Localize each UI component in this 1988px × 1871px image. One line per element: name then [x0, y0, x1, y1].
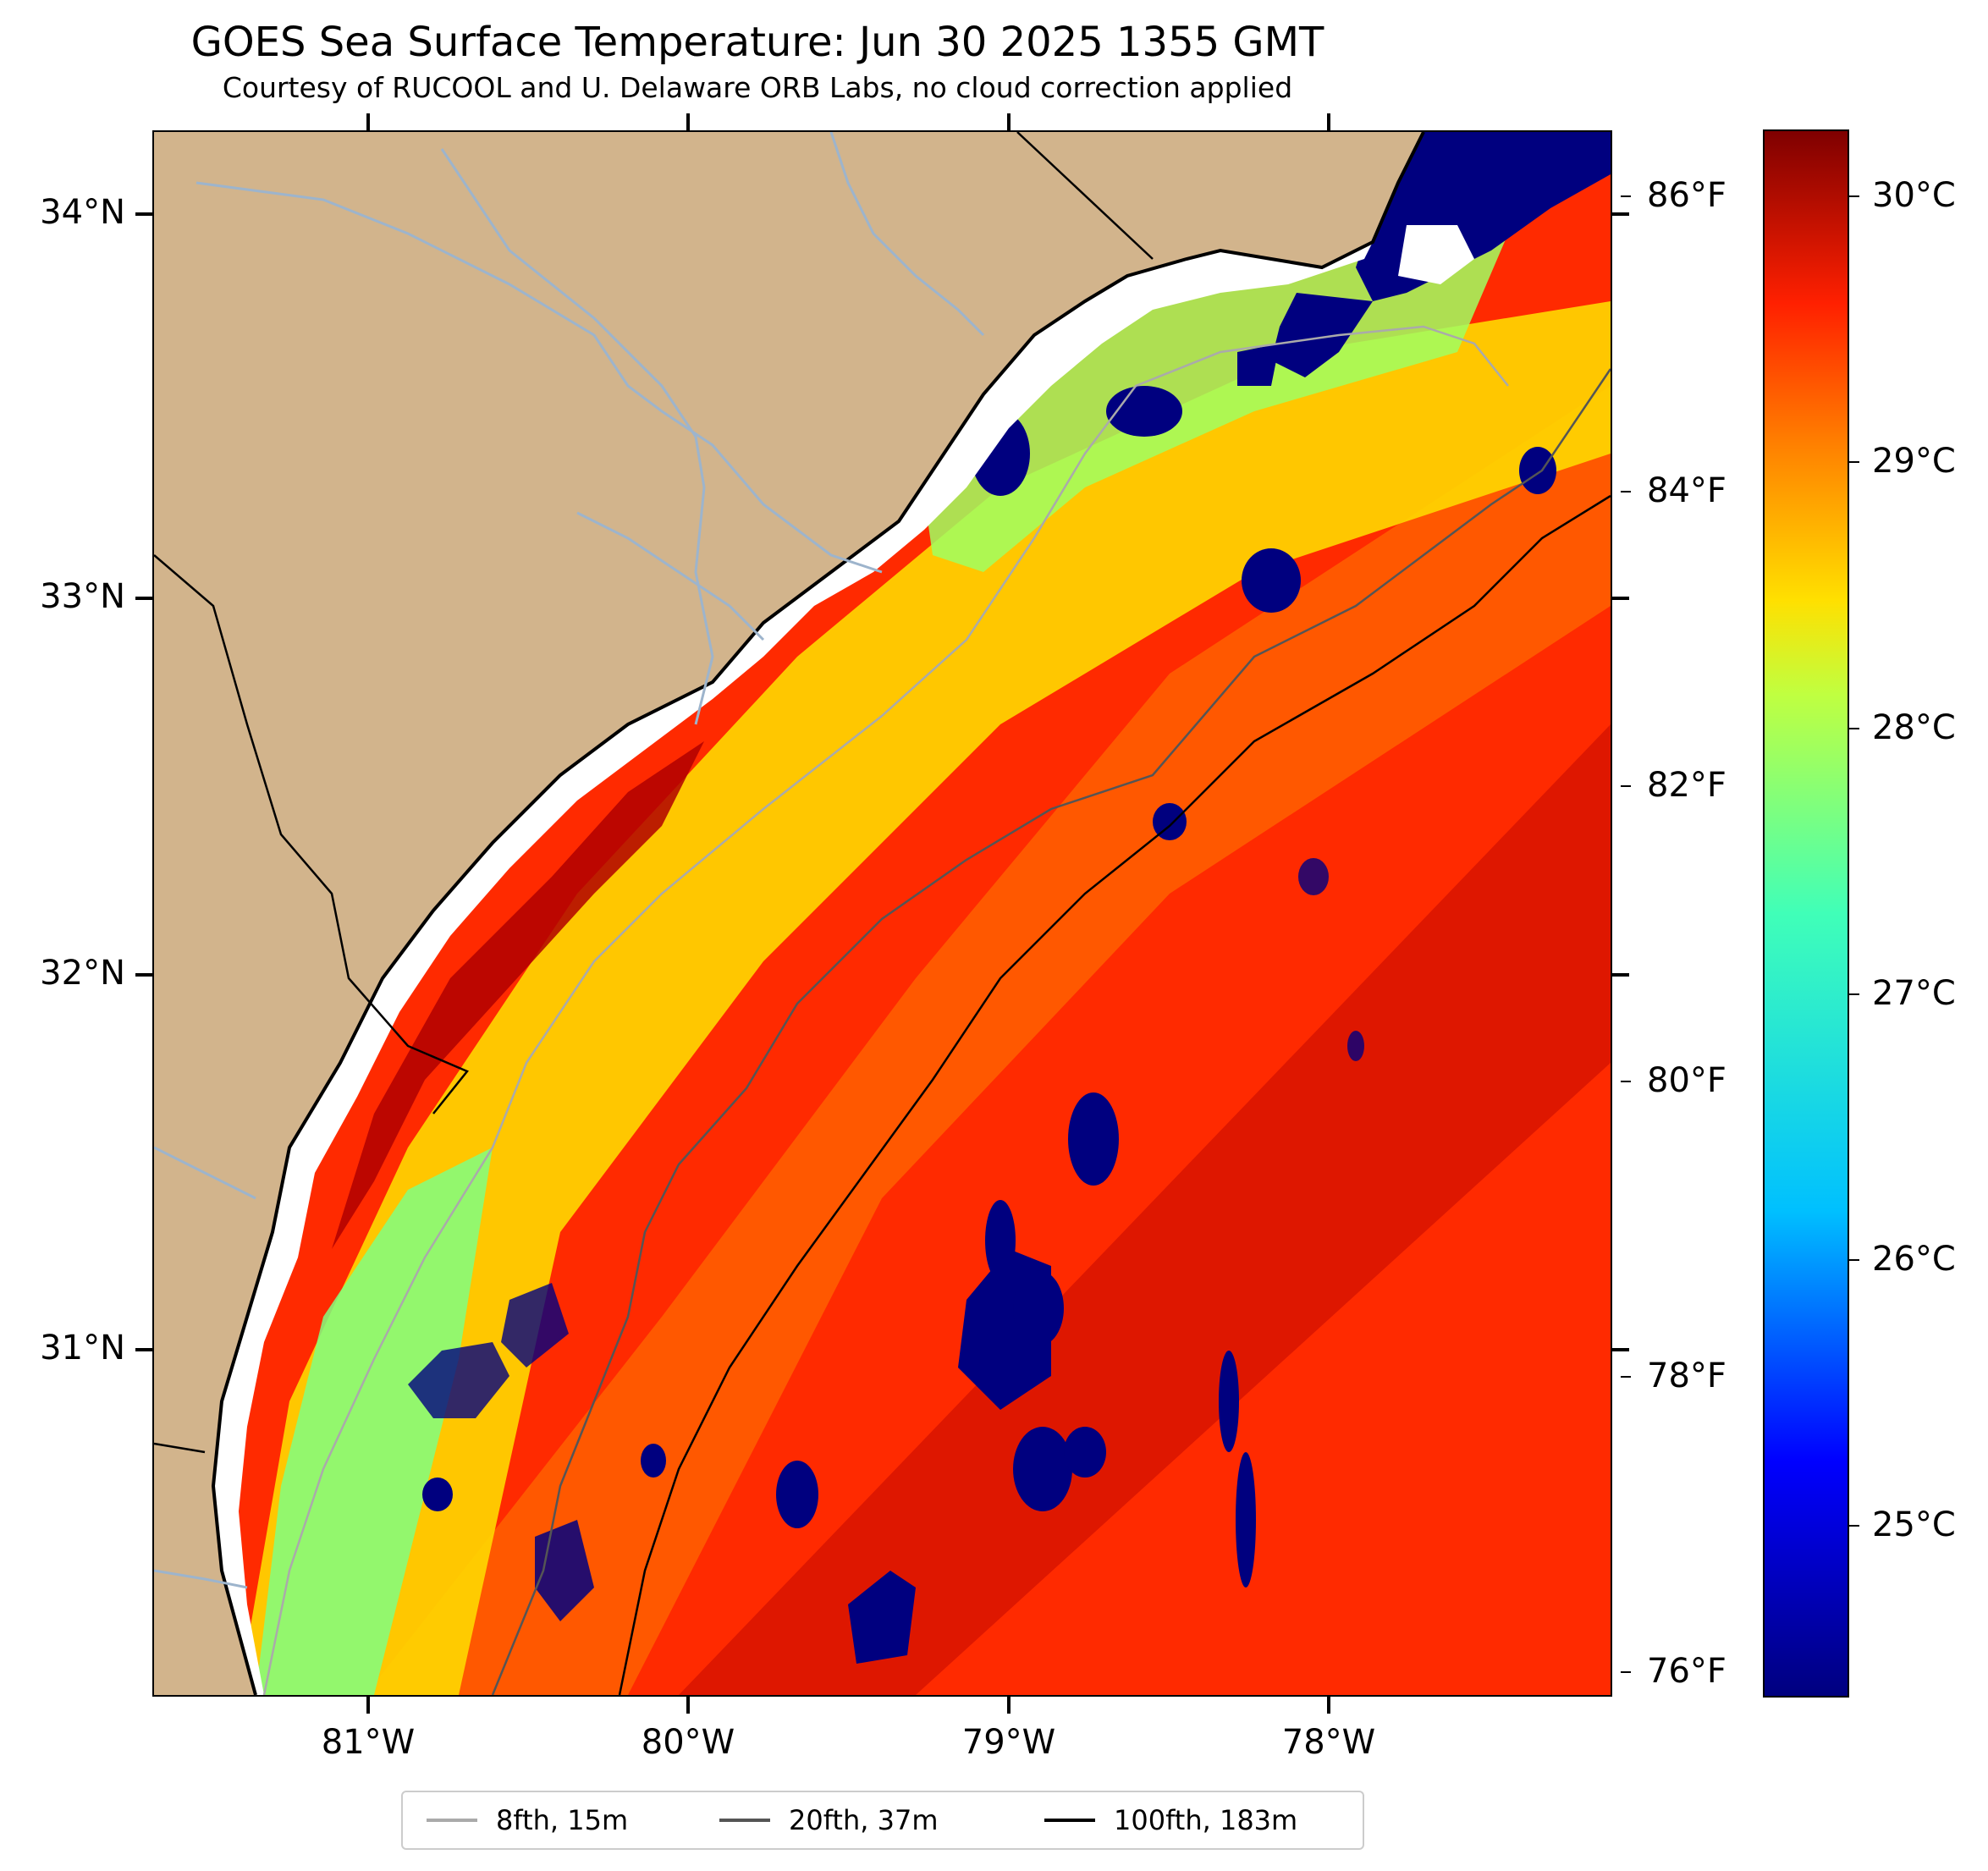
- legend-label: 100fth, 183m: [1114, 1804, 1298, 1836]
- no-data-north: [1398, 225, 1474, 284]
- state-border-ga-fl: [153, 1442, 206, 1454]
- fahrenheit-label: 80°F: [1647, 1061, 1726, 1100]
- map-title: GOES Sea Surface Temperature: Jun 30 202…: [190, 19, 1324, 66]
- lat-label: 32°N: [40, 954, 125, 993]
- f-tick: [1621, 1081, 1631, 1082]
- lat-tick: [1612, 1348, 1629, 1351]
- lon-label: 78°W: [1281, 1723, 1376, 1762]
- lat-tick: [135, 597, 152, 600]
- lon-tick: [686, 1697, 690, 1714]
- lon-label: 80°W: [641, 1723, 735, 1762]
- outer-shelf-band: [366, 386, 1611, 1695]
- fahrenheit-label: 84°F: [1647, 471, 1726, 510]
- coastline: [211, 131, 1425, 1696]
- legend-line-100fth: [1044, 1819, 1095, 1822]
- c-tick: [1849, 728, 1859, 729]
- isobath-20fth: [491, 368, 1612, 1696]
- f-tick: [1621, 785, 1631, 787]
- lon-label: 79°W: [961, 1723, 1056, 1762]
- lat-tick: [135, 212, 152, 216]
- lon-tick: [686, 113, 690, 130]
- isobath-8fth: [262, 325, 1509, 1696]
- state-border-sc-ga: [153, 554, 470, 1114]
- c-tick: [1849, 195, 1859, 197]
- lon-tick: [1327, 113, 1330, 130]
- legend-item: 100fth, 183m: [1044, 1792, 1297, 1848]
- celsius-label: 27°C: [1872, 974, 1956, 1013]
- legend-line-8fth: [427, 1819, 477, 1822]
- fahrenheit-label: 86°F: [1647, 176, 1726, 215]
- celsius-label: 28°C: [1872, 708, 1956, 747]
- f-tick: [1621, 195, 1631, 197]
- lat-tick: [1612, 212, 1629, 216]
- celsius-label: 30°C: [1872, 176, 1956, 215]
- lon-tick: [1327, 1697, 1330, 1714]
- state-border-nc-sc: [1016, 131, 1154, 260]
- colorbar: [1763, 129, 1849, 1698]
- f-tick: [1621, 1671, 1631, 1673]
- sst-map: [152, 130, 1612, 1697]
- celsius-label: 25°C: [1872, 1505, 1956, 1544]
- lat-tick: [1612, 973, 1629, 977]
- nearshore-warm-strip: [332, 741, 704, 1249]
- lon-tick: [366, 1697, 370, 1714]
- c-tick: [1849, 1525, 1859, 1527]
- isobath-legend: 8fth, 15m 20fth, 37m 100fth, 183m: [401, 1791, 1364, 1850]
- isobath-100fth: [618, 494, 1611, 1696]
- lat-tick: [1612, 597, 1629, 600]
- legend-label: 8fth, 15m: [496, 1804, 629, 1836]
- legend-label: 20fth, 37m: [789, 1804, 939, 1836]
- c-tick: [1849, 461, 1859, 463]
- lat-label: 34°N: [40, 193, 125, 232]
- lat-tick: [135, 1348, 152, 1351]
- fahrenheit-label: 78°F: [1647, 1356, 1726, 1395]
- fahrenheit-label: 76°F: [1647, 1652, 1726, 1691]
- land: [154, 132, 1424, 1695]
- rivers: [153, 131, 985, 1589]
- sst-map-canvas: [153, 131, 1612, 1696]
- fahrenheit-label: 82°F: [1647, 766, 1726, 805]
- lat-label: 31°N: [40, 1329, 125, 1367]
- f-tick: [1621, 1376, 1631, 1378]
- legend-item: 20fth, 37m: [719, 1792, 938, 1848]
- c-tick: [1849, 993, 1859, 995]
- lon-label: 81°W: [321, 1723, 416, 1762]
- lon-tick: [1007, 113, 1011, 130]
- gulf-stream-band: [679, 724, 1611, 1695]
- legend-item: 8fth, 15m: [427, 1792, 628, 1848]
- map-subtitle: Courtesy of RUCOOL and U. Delaware ORB L…: [222, 71, 1293, 104]
- legend-line-20fth: [719, 1819, 770, 1822]
- c-tick: [1849, 1259, 1859, 1261]
- nearshore-green: [256, 1147, 493, 1695]
- f-tick: [1621, 491, 1631, 493]
- celsius-label: 26°C: [1872, 1240, 1956, 1279]
- lon-tick: [366, 113, 370, 130]
- lon-tick: [1007, 1697, 1011, 1714]
- lat-tick: [135, 973, 152, 977]
- lat-label: 33°N: [40, 577, 125, 616]
- celsius-label: 29°C: [1872, 442, 1956, 481]
